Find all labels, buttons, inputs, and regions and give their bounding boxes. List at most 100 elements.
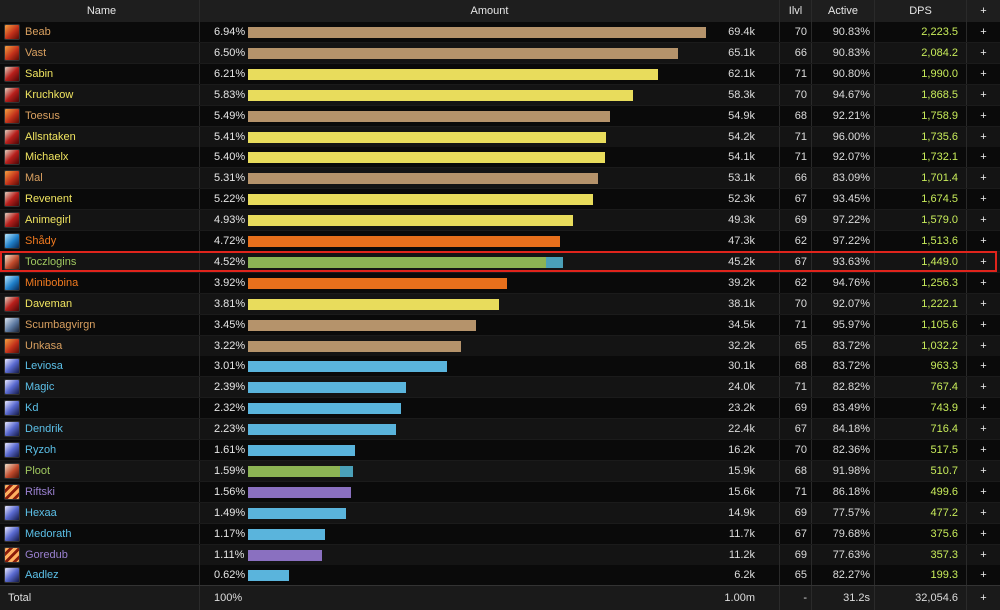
table-row[interactable]: Mal 5.31% 53.1k 66 83.09% 1,701.4 + [0, 168, 1000, 190]
table-row[interactable]: Kruchkow 5.83% 58.3k 70 94.67% 1,868.5 + [0, 84, 1000, 106]
table-row[interactable]: Daveman 3.81% 38.1k 70 92.07% 1,222.1 + [0, 293, 1000, 315]
total-label: Total [0, 586, 200, 610]
amount-cell: 4.93% 49.3k [200, 210, 780, 231]
table-row[interactable]: Leviosa 3.01% 30.1k 68 83.72% 963.3 + [0, 356, 1000, 378]
col-amount-header[interactable]: Amount [200, 0, 780, 22]
expand-row-button[interactable]: + [980, 402, 987, 415]
expand-row-button[interactable]: + [980, 318, 987, 331]
table-row[interactable]: Allsntaken 5.41% 54.2k 71 96.00% 1,735.6 + [0, 126, 1000, 148]
damage-bar [248, 361, 447, 373]
active-percent: 96.00% [812, 126, 875, 147]
table-row[interactable]: Minibobina 3.92% 39.2k 62 94.76% 1,256.3 + [0, 272, 1000, 294]
expand-row-button[interactable]: + [980, 297, 987, 310]
table-row[interactable]: Sabin 6.21% 62.1k 71 90.80% 1,990.0 + [0, 63, 1000, 85]
col-active-header[interactable]: Active [812, 0, 875, 22]
table-row[interactable]: Unkasa 3.22% 32.2k 65 83.72% 1,032.2 + [0, 335, 1000, 357]
table-row[interactable]: Scumbagvirgn 3.45% 34.5k 71 95.97% 1,105.6 + [0, 314, 1000, 336]
damage-percent: 5.83% [214, 88, 246, 101]
active-percent: 92.21% [812, 105, 875, 126]
table-row[interactable]: Goredub 1.11% 11.2k 69 77.63% 357.3 + [0, 544, 1000, 566]
item-level: 71 [780, 126, 812, 147]
table-row[interactable]: Magic 2.39% 24.0k 71 82.82% 767.4 + [0, 377, 1000, 399]
expand-row-button[interactable]: + [980, 381, 987, 394]
add-column-button[interactable]: + [980, 5, 987, 17]
expand-row-button[interactable]: + [980, 527, 987, 540]
expand-row-button[interactable]: + [980, 67, 987, 80]
expand-row-button[interactable]: + [980, 276, 987, 289]
table-row[interactable]: Shådy 4.72% 47.3k 62 97.22% 1,513.6 + [0, 231, 1000, 252]
damage-amount: 38.1k [728, 297, 755, 310]
expand-row-button[interactable]: + [980, 26, 987, 38]
expand-row-button[interactable]: + [980, 172, 987, 185]
damage-amount: 54.2k [728, 130, 755, 143]
expand-row-button[interactable]: + [980, 569, 987, 582]
amount-cell: 6.50% 65.1k [200, 42, 780, 63]
expand-row-button[interactable]: + [980, 339, 987, 352]
expand-row-button[interactable]: + [980, 423, 987, 436]
player-cell: Scumbagvirgn [0, 314, 200, 335]
table-row[interactable]: Ploot 1.59% 15.9k 68 91.98% 510.7 + [0, 460, 1000, 482]
damage-percent: 4.52% [214, 255, 246, 268]
player-cell: Sabin [0, 63, 200, 84]
damage-amount: 54.1k [728, 151, 755, 164]
col-dps-header[interactable]: DPS [875, 0, 967, 22]
table-row[interactable]: Toesus 5.49% 54.9k 68 92.21% 1,758.9 + [0, 105, 1000, 127]
expand-row-button[interactable]: + [980, 193, 987, 206]
table-row[interactable]: Riftski 1.56% 15.6k 71 86.18% 499.6 + [0, 481, 1000, 503]
amount-cell: 2.23% 22.4k [200, 419, 780, 440]
table-row[interactable]: Beab 6.94% 69.4k 70 90.83% 2,223.5 + [0, 22, 1000, 43]
col-ilvl-header[interactable]: Ilvl [780, 0, 812, 22]
dps-value: 1,758.9 [875, 105, 967, 126]
active-percent: 79.68% [812, 523, 875, 544]
table-row[interactable]: Michaelx 5.40% 54.1k 71 92.07% 1,732.1 + [0, 147, 1000, 169]
player-cell: Shådy [0, 231, 200, 251]
player-cell: Aadlez [0, 565, 200, 586]
player-cell: Animegirl [0, 210, 200, 231]
expand-row-button[interactable]: + [980, 485, 987, 498]
expand-row-button[interactable]: + [980, 214, 987, 227]
active-percent: 91.98% [812, 460, 875, 481]
table-row[interactable]: Kd 2.32% 23.2k 69 83.49% 743.9 + [0, 398, 1000, 420]
spec-icon [4, 86, 20, 103]
expand-row-button[interactable]: + [980, 109, 987, 122]
item-level: 66 [780, 42, 812, 63]
expand-row-button[interactable]: + [980, 46, 987, 59]
expand-row-button[interactable]: + [980, 360, 987, 373]
dps-value: 1,735.6 [875, 126, 967, 147]
table-row[interactable]: Animegirl 4.93% 49.3k 69 97.22% 1,579.0 + [0, 210, 1000, 232]
item-level: 68 [780, 356, 812, 377]
table-row[interactable]: Dendrik 2.23% 22.4k 67 84.18% 716.4 + [0, 419, 1000, 441]
table-row[interactable]: Vast 6.50% 65.1k 66 90.83% 2,084.2 + [0, 42, 1000, 64]
expand-row-button[interactable]: + [980, 235, 987, 247]
active-percent: 97.22% [812, 231, 875, 251]
expand-row-button[interactable]: + [980, 464, 987, 477]
dps-value: 1,579.0 [875, 210, 967, 231]
table-row[interactable]: Hexaa 1.49% 14.9k 69 77.57% 477.2 + [0, 502, 1000, 524]
table-row[interactable]: Toczlogins 4.52% 45.2k 67 93.63% 1,449.0 + [0, 251, 1000, 273]
expand-row-button[interactable]: + [980, 548, 987, 561]
expand-row-button[interactable]: + [980, 130, 987, 143]
player-cell: Medorath [0, 523, 200, 544]
table-row[interactable]: Ryzoh 1.61% 16.2k 70 82.36% 517.5 + [0, 440, 1000, 461]
expand-row-button[interactable]: + [980, 255, 987, 268]
expand-row-button[interactable]: + [980, 88, 987, 101]
damage-percent: 6.50% [214, 46, 246, 59]
amount-cell: 4.72% 47.3k [200, 231, 780, 251]
col-name-header[interactable]: Name [0, 0, 200, 22]
expand-row-button[interactable]: + [980, 151, 987, 164]
dps-value: 1,513.6 [875, 231, 967, 251]
expand-row-button[interactable]: + [980, 506, 987, 519]
table-row[interactable]: Aadlez 0.62% 6.2k 65 82.27% 199.3 + [0, 565, 1000, 587]
total-expand-button[interactable]: + [980, 592, 987, 604]
player-cell: Hexaa [0, 502, 200, 523]
damage-bar [248, 236, 560, 247]
table-row[interactable]: Medorath 1.17% 11.7k 67 79.68% 375.6 + [0, 523, 1000, 545]
total-row: Total 100% 1.00m - 31.2s 32,054.6 + [0, 585, 1000, 610]
table-row[interactable]: Revenent 5.22% 52.3k 67 93.45% 1,674.5 + [0, 189, 1000, 211]
damage-percent: 4.72% [214, 235, 246, 247]
expand-row-button[interactable]: + [980, 444, 987, 456]
item-level: 71 [780, 147, 812, 168]
dps-value: 517.5 [875, 440, 967, 460]
active-percent: 93.63% [812, 251, 875, 272]
spec-icon [4, 525, 20, 542]
